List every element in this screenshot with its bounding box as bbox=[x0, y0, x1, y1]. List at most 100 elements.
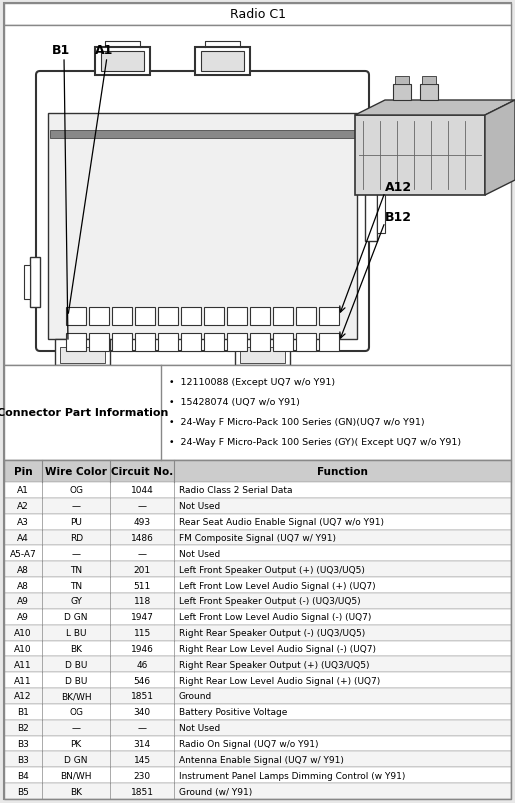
Bar bbox=[158, 333, 178, 352]
Bar bbox=[195, 48, 250, 76]
Text: 118: 118 bbox=[133, 597, 151, 605]
Text: —: — bbox=[138, 502, 147, 511]
Text: Wire Color: Wire Color bbox=[45, 467, 107, 476]
Text: L BU: L BU bbox=[66, 628, 87, 638]
Bar bbox=[227, 333, 247, 352]
Text: A1: A1 bbox=[17, 486, 29, 495]
Bar bbox=[66, 308, 86, 325]
Text: Left Front Low Level Audio Signal (-) (UQ7): Left Front Low Level Audio Signal (-) (U… bbox=[179, 613, 371, 622]
Bar bbox=[55, 340, 110, 365]
Text: Antenna Enable Signal (UQ7 w/ Y91): Antenna Enable Signal (UQ7 w/ Y91) bbox=[179, 755, 344, 764]
Bar bbox=[181, 308, 201, 325]
Text: A5-A7: A5-A7 bbox=[10, 549, 37, 558]
Bar bbox=[4, 365, 511, 460]
Text: OG: OG bbox=[69, 486, 83, 495]
Bar bbox=[4, 752, 511, 768]
Text: Radio C1: Radio C1 bbox=[230, 9, 285, 22]
Bar bbox=[227, 308, 247, 325]
Text: Right Rear Speaker Output (-) (UQ3/UQ5): Right Rear Speaker Output (-) (UQ3/UQ5) bbox=[179, 628, 365, 638]
Text: D BU: D BU bbox=[65, 676, 88, 685]
Text: 493: 493 bbox=[133, 517, 151, 527]
Bar bbox=[30, 258, 40, 308]
Text: A2: A2 bbox=[17, 502, 29, 511]
Text: 230: 230 bbox=[133, 771, 151, 780]
Bar bbox=[135, 333, 155, 352]
Bar bbox=[4, 593, 511, 609]
Bar bbox=[250, 333, 270, 352]
Text: •  24-Way F Micro-Pack 100 Series (GY)( Except UQ7 w/o Y91): • 24-Way F Micro-Pack 100 Series (GY)( E… bbox=[169, 437, 461, 446]
Text: FM Composite Signal (UQ7 w/ Y91): FM Composite Signal (UQ7 w/ Y91) bbox=[179, 533, 336, 542]
Text: —: — bbox=[72, 724, 81, 732]
Bar bbox=[422, 77, 436, 85]
Text: Not Used: Not Used bbox=[179, 724, 220, 732]
Text: —: — bbox=[72, 549, 81, 558]
Text: •  15428074 (UQ7 w/o Y91): • 15428074 (UQ7 w/o Y91) bbox=[169, 397, 300, 406]
Bar bbox=[235, 340, 290, 365]
Text: B1: B1 bbox=[17, 707, 29, 716]
Text: A1: A1 bbox=[95, 44, 113, 57]
Text: A11: A11 bbox=[14, 660, 32, 669]
Text: 1947: 1947 bbox=[131, 613, 153, 622]
Bar bbox=[89, 308, 109, 325]
Text: TN: TN bbox=[70, 565, 82, 574]
Text: D GN: D GN bbox=[64, 755, 88, 764]
Text: Left Front Speaker Output (-) (UQ3/UQ5): Left Front Speaker Output (-) (UQ3/UQ5) bbox=[179, 597, 360, 605]
Text: A12: A12 bbox=[385, 181, 412, 194]
Bar bbox=[4, 4, 511, 26]
Bar bbox=[355, 116, 485, 196]
Text: A10: A10 bbox=[14, 644, 32, 653]
Bar bbox=[4, 546, 511, 561]
Bar bbox=[240, 348, 285, 364]
Text: •  24-Way F Micro-Pack 100 Series (GN)(UQ7 w/o Y91): • 24-Way F Micro-Pack 100 Series (GN)(UQ… bbox=[169, 418, 425, 426]
Text: A8: A8 bbox=[17, 565, 29, 574]
Bar bbox=[4, 688, 511, 704]
Text: —: — bbox=[138, 724, 147, 732]
Text: BK/WH: BK/WH bbox=[61, 691, 92, 700]
Bar bbox=[4, 672, 511, 688]
Text: B4: B4 bbox=[17, 771, 29, 780]
Text: GY: GY bbox=[71, 597, 82, 605]
Text: Right Rear Speaker Output (+) (UQ3/UQ5): Right Rear Speaker Output (+) (UQ3/UQ5) bbox=[179, 660, 369, 669]
Text: Not Used: Not Used bbox=[179, 502, 220, 511]
Bar bbox=[4, 657, 511, 672]
Text: —: — bbox=[138, 549, 147, 558]
Bar bbox=[158, 308, 178, 325]
Bar bbox=[420, 85, 438, 101]
Text: Connector Part Information: Connector Part Information bbox=[0, 408, 168, 418]
Text: 145: 145 bbox=[133, 755, 151, 764]
Bar bbox=[4, 577, 511, 593]
Bar bbox=[101, 52, 144, 72]
Text: 1486: 1486 bbox=[131, 533, 153, 542]
Bar bbox=[4, 768, 511, 783]
Bar bbox=[4, 460, 511, 483]
Text: B12: B12 bbox=[385, 210, 412, 224]
Text: A9: A9 bbox=[17, 597, 29, 605]
Bar bbox=[319, 333, 339, 352]
Bar bbox=[4, 561, 511, 577]
Text: A9: A9 bbox=[17, 613, 29, 622]
Text: BN/WH: BN/WH bbox=[60, 771, 92, 780]
Text: 1851: 1851 bbox=[131, 787, 153, 796]
Text: 546: 546 bbox=[133, 676, 151, 685]
Bar bbox=[4, 460, 511, 799]
Bar bbox=[204, 333, 224, 352]
Text: B5: B5 bbox=[17, 787, 29, 796]
Bar bbox=[60, 348, 105, 364]
Text: 1946: 1946 bbox=[131, 644, 153, 653]
Text: •  12110088 (Except UQ7 w/o Y91): • 12110088 (Except UQ7 w/o Y91) bbox=[169, 378, 335, 387]
Text: Function: Function bbox=[317, 467, 368, 476]
Bar bbox=[4, 719, 511, 736]
Bar bbox=[273, 333, 293, 352]
Text: A8: A8 bbox=[17, 581, 29, 589]
Text: TN: TN bbox=[70, 581, 82, 589]
Bar bbox=[4, 514, 511, 530]
Text: Pin: Pin bbox=[14, 467, 32, 476]
Text: 201: 201 bbox=[133, 565, 151, 574]
Bar bbox=[95, 48, 150, 76]
Bar bbox=[4, 530, 511, 546]
Text: Left Front Low Level Audio Signal (+) (UQ7): Left Front Low Level Audio Signal (+) (U… bbox=[179, 581, 375, 589]
Text: RD: RD bbox=[70, 533, 83, 542]
Bar bbox=[24, 266, 30, 300]
Text: Battery Positive Voltage: Battery Positive Voltage bbox=[179, 707, 287, 716]
Bar bbox=[365, 181, 377, 242]
